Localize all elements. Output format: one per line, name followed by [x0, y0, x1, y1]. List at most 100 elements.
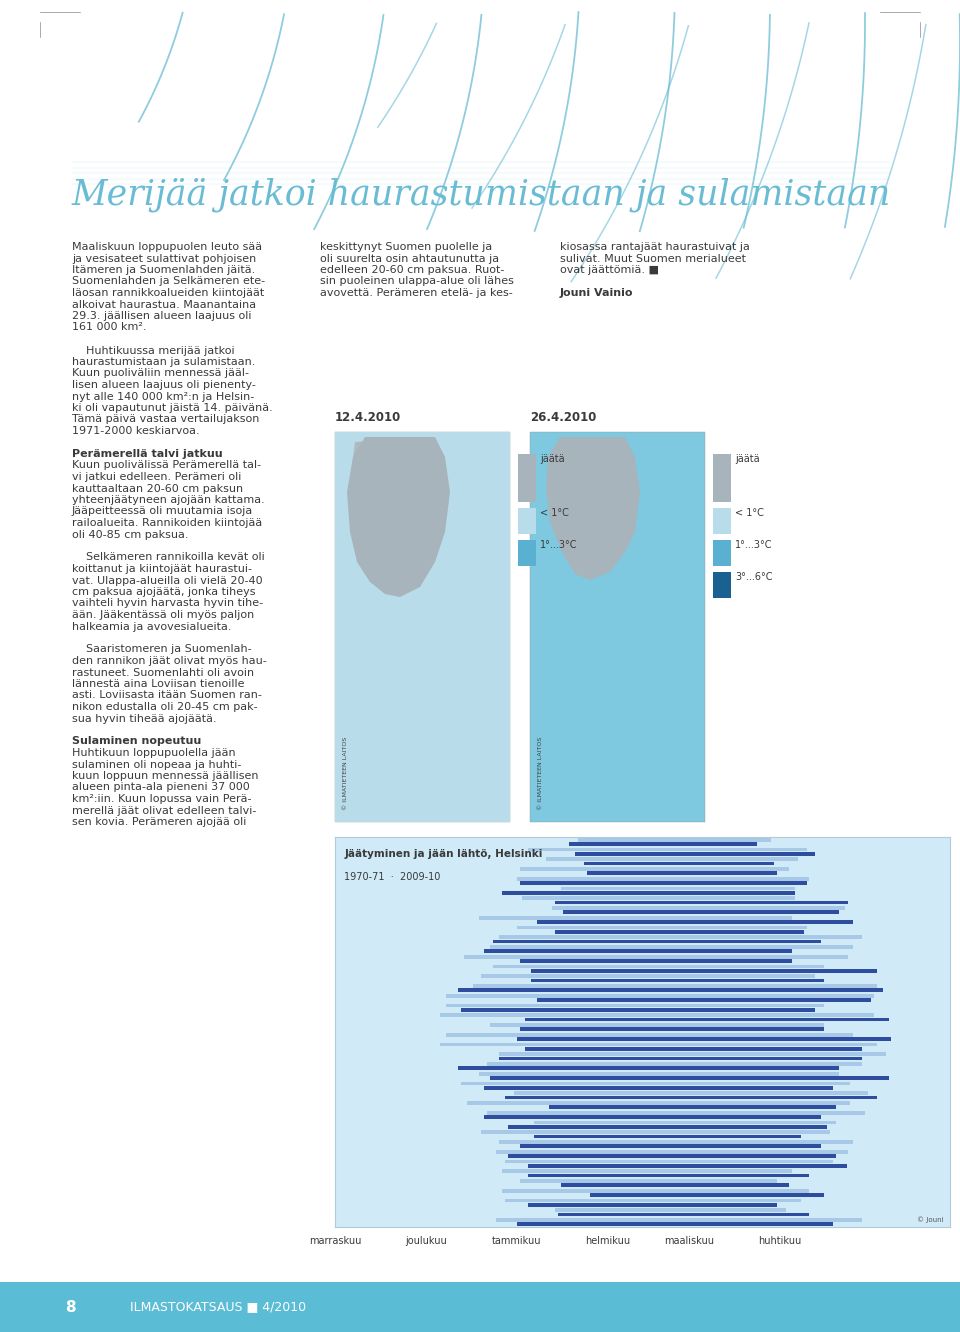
Text: Merijää jatkoi haurastumistaan ja sulamistaan: Merijää jatkoi haurastumistaan ja sulami…: [72, 177, 891, 212]
Bar: [584, 862, 775, 866]
Text: Perämerellä talvi jatkuu: Perämerellä talvi jatkuu: [72, 449, 223, 460]
Text: 1971-2000 keskiarvoa.: 1971-2000 keskiarvoa.: [72, 426, 200, 436]
Text: ovat jäättömiä. ■: ovat jäättömiä. ■: [560, 265, 659, 274]
Text: Jääpeitteessä oli muutamia isoja: Jääpeitteessä oli muutamia isoja: [72, 506, 253, 517]
Bar: [499, 1052, 885, 1056]
Bar: [528, 847, 806, 851]
Bar: [467, 1102, 851, 1106]
Bar: [335, 432, 510, 822]
Text: 29.3. jäällisen alueen laajuus oli: 29.3. jäällisen alueen laajuus oli: [72, 310, 252, 321]
Bar: [587, 871, 778, 875]
Bar: [549, 1106, 836, 1110]
Bar: [464, 955, 848, 959]
Bar: [488, 1062, 862, 1066]
Bar: [537, 998, 871, 1002]
Bar: [519, 867, 789, 871]
Bar: [575, 852, 815, 855]
Bar: [493, 939, 821, 943]
Text: 3°...6°C: 3°...6°C: [735, 571, 773, 582]
Bar: [491, 944, 853, 948]
Text: ILMASTOKATSAUS ■ 4/2010: ILMASTOKATSAUS ■ 4/2010: [130, 1300, 306, 1313]
Bar: [499, 1056, 862, 1060]
Bar: [502, 891, 795, 895]
Bar: [496, 1150, 848, 1154]
Bar: [446, 1003, 824, 1007]
Text: alkoivat haurastua. Maanantaina: alkoivat haurastua. Maanantaina: [72, 300, 256, 309]
Bar: [461, 1008, 815, 1012]
Bar: [546, 858, 798, 862]
Text: Jouni Vainio: Jouni Vainio: [560, 288, 634, 298]
Text: < 1°C: < 1°C: [540, 507, 569, 518]
Bar: [491, 1076, 889, 1080]
Text: 26.4.2010: 26.4.2010: [530, 412, 596, 424]
Text: lisen alueen laajuus oli pienenty-: lisen alueen laajuus oli pienenty-: [72, 380, 256, 390]
Bar: [508, 1154, 836, 1158]
Bar: [555, 930, 804, 934]
Text: ki oli vapautunut jäistä 14. päivänä.: ki oli vapautunut jäistä 14. päivänä.: [72, 404, 273, 413]
Bar: [518, 454, 536, 502]
Text: rastuneet. Suomenlahti oli avoin: rastuneet. Suomenlahti oli avoin: [72, 667, 254, 678]
Bar: [564, 910, 839, 914]
Bar: [505, 1095, 876, 1099]
Bar: [589, 1193, 824, 1197]
Bar: [485, 950, 792, 954]
Bar: [458, 988, 882, 992]
Bar: [485, 1086, 833, 1090]
Text: halkeamia ja avovesialueita.: halkeamia ja avovesialueita.: [72, 622, 231, 631]
Text: yhteenjäätyneen ajojään kattama.: yhteenjäätyneen ajojään kattama.: [72, 496, 265, 505]
Text: railoalueita. Rannikoiden kiintojää: railoalueita. Rannikoiden kiintojää: [72, 518, 262, 527]
Bar: [531, 968, 876, 972]
Bar: [537, 920, 853, 924]
Text: vi jatkui edelleen. Perämeri oli: vi jatkui edelleen. Perämeri oli: [72, 472, 241, 482]
Text: sen kovia. Perämeren ajojää oli: sen kovia. Perämeren ajojää oli: [72, 817, 247, 827]
Bar: [478, 1072, 839, 1076]
Text: haurastumistaan ja sulamistaan.: haurastumistaan ja sulamistaan.: [72, 357, 255, 368]
Bar: [496, 1217, 862, 1221]
Bar: [519, 1144, 821, 1148]
Text: den rannikon jäät olivat myös hau-: den rannikon jäät olivat myös hau-: [72, 655, 267, 666]
Text: alueen pinta-ala pieneni 37 000: alueen pinta-ala pieneni 37 000: [72, 782, 250, 793]
Text: nyt alle 140 000 km²:n ja Helsin-: nyt alle 140 000 km²:n ja Helsin-: [72, 392, 254, 401]
Text: jäätä: jäätä: [735, 454, 759, 464]
Bar: [505, 1160, 833, 1163]
Text: Sulaminen nopeutuu: Sulaminen nopeutuu: [72, 737, 202, 746]
Bar: [530, 432, 705, 822]
Text: © ILMATIETEEN LAITOS: © ILMATIETEEN LAITOS: [538, 737, 543, 810]
Bar: [335, 432, 510, 822]
Text: lännestä aina Loviisan tienoille: lännestä aina Loviisan tienoille: [72, 679, 245, 689]
Text: ään. Jääkentässä oli myös paljon: ään. Jääkentässä oli myös paljon: [72, 610, 254, 619]
Bar: [528, 1173, 809, 1177]
Bar: [519, 1179, 778, 1183]
Text: jäätä: jäätä: [540, 454, 564, 464]
Bar: [485, 1115, 821, 1119]
Bar: [481, 974, 815, 978]
Bar: [458, 1067, 839, 1070]
Text: oli suurelta osin ahtautunutta ja: oli suurelta osin ahtautunutta ja: [320, 253, 499, 264]
Polygon shape: [546, 437, 640, 579]
Bar: [525, 1047, 862, 1051]
Text: 161 000 km².: 161 000 km².: [72, 322, 147, 333]
Text: Itämeren ja Suomenlahden jäitä.: Itämeren ja Suomenlahden jäitä.: [72, 265, 255, 274]
Bar: [522, 896, 795, 900]
Bar: [578, 838, 771, 842]
Text: merellä jäät olivat edelleen talvi-: merellä jäät olivat edelleen talvi-: [72, 806, 256, 815]
Text: sua hyvin tiheää ajojäätä.: sua hyvin tiheää ajojäätä.: [72, 714, 217, 723]
Bar: [472, 984, 876, 988]
Bar: [502, 1169, 792, 1173]
Text: Kuun puoliväliin mennessä jääl-: Kuun puoliväliin mennessä jääl-: [72, 369, 249, 378]
Text: Kuun puolivälissä Perämerellä tal-: Kuun puolivälissä Perämerellä tal-: [72, 461, 261, 470]
Text: nikon edustalla oli 20-45 cm pak-: nikon edustalla oli 20-45 cm pak-: [72, 702, 257, 713]
Bar: [499, 1140, 853, 1144]
Polygon shape: [347, 437, 450, 597]
Bar: [531, 979, 824, 983]
Bar: [488, 1111, 865, 1115]
Bar: [713, 454, 731, 502]
Bar: [516, 876, 809, 880]
Bar: [499, 935, 862, 939]
Bar: [491, 1023, 824, 1027]
Text: Tämä päivä vastaa vertailujakson: Tämä päivä vastaa vertailujakson: [72, 414, 259, 425]
Bar: [558, 1212, 809, 1216]
Bar: [534, 1120, 836, 1124]
Bar: [516, 1038, 892, 1042]
Text: Suomenlahden ja Selkämeren ete-: Suomenlahden ja Selkämeren ete-: [72, 277, 265, 286]
